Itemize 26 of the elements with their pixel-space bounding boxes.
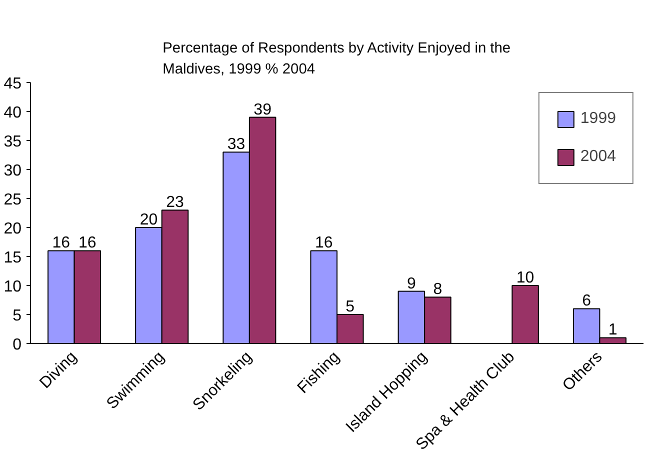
y-tick-label: 40 bbox=[4, 104, 22, 122]
data-label: 16 bbox=[52, 234, 70, 252]
data-label: 6 bbox=[582, 292, 592, 310]
data-label: 16 bbox=[314, 234, 333, 252]
y-tick-label: 20 bbox=[4, 220, 22, 238]
data-label: 1 bbox=[608, 322, 618, 339]
y-tick-label: 25 bbox=[4, 192, 22, 208]
legend-label: 2004 bbox=[580, 148, 616, 166]
chart-title: Percentage of Respondents by Activity Enjoyed in the Maldives, 1999 % 2004 bbox=[162, 40, 511, 78]
data-label: 20 bbox=[140, 212, 158, 228]
y-tick-label: 5 bbox=[12, 308, 22, 324]
y-tick-label: 35 bbox=[4, 134, 22, 150]
data-label: 8 bbox=[433, 281, 442, 298]
data-label: 33 bbox=[227, 136, 246, 154]
data-label: 9 bbox=[406, 275, 416, 292]
legend-label: 1999 bbox=[580, 110, 616, 128]
data-label: 39 bbox=[254, 101, 272, 118]
data-label: 23 bbox=[166, 194, 184, 212]
y-tick-label: 10 bbox=[4, 278, 22, 296]
y-tick-label: 30 bbox=[4, 162, 22, 180]
y-tick-label: 15 bbox=[4, 250, 22, 266]
y-tick-label: 0 bbox=[12, 336, 22, 354]
data-label: 16 bbox=[78, 234, 96, 252]
data-label: 10 bbox=[516, 270, 534, 286]
y-tick-label: 45 bbox=[4, 76, 22, 92]
data-label: 5 bbox=[346, 298, 355, 316]
